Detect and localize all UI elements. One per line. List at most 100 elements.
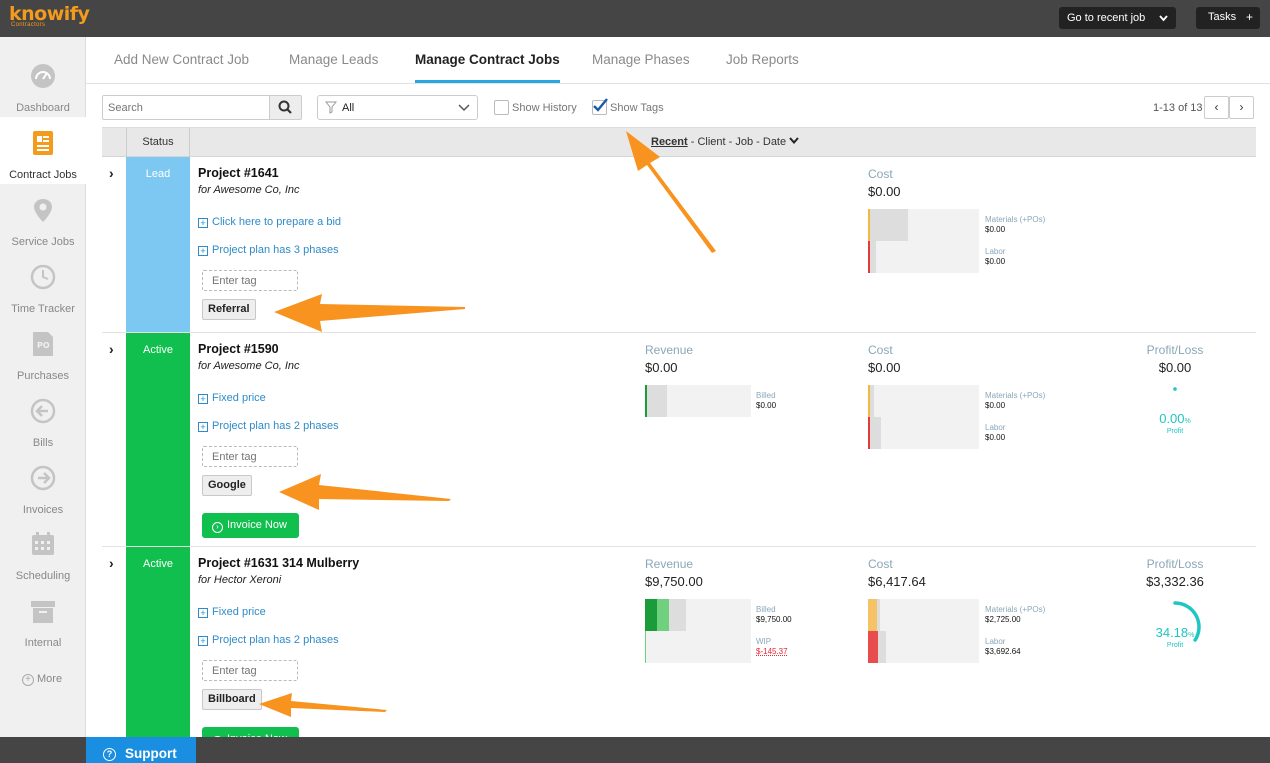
show-history-checkbox[interactable] <box>494 100 509 115</box>
prepare-bid-link[interactable]: + Click here to prepare a bid <box>198 216 341 228</box>
footer-bar: ? Support <box>0 737 1270 763</box>
show-tags-label: Show Tags <box>610 102 664 114</box>
cost-value: $0.00 <box>868 360 901 375</box>
sidebar-item-internal[interactable]: Internal <box>0 585 86 652</box>
sidebar-item-time-tracker[interactable]: Time Tracker <box>0 251 86 318</box>
arrow-left-circle-icon <box>30 398 56 424</box>
contract-bar <box>647 385 667 417</box>
project-client: for Awesome Co, Inc <box>198 184 300 196</box>
project-title[interactable]: Project #1590 <box>198 342 279 356</box>
tab-manage-contract-jobs[interactable]: Manage Contract Jobs <box>415 52 560 83</box>
archive-box-icon <box>30 598 56 624</box>
tag-chip[interactable]: Referral <box>202 299 256 320</box>
expand-row-chevron-icon[interactable]: › <box>109 555 114 571</box>
paid-bar <box>657 599 669 631</box>
show-tags-checkbox[interactable] <box>592 98 608 115</box>
materials-bar <box>868 385 870 417</box>
labor-label: Labor <box>985 247 1006 256</box>
sidebar-item-label: Scheduling <box>15 570 71 582</box>
cost-label: Cost <box>868 557 893 571</box>
plus-square-icon: + <box>198 218 208 228</box>
cost-label: Cost <box>868 343 893 357</box>
labor-label: Labor <box>985 637 1006 646</box>
labor-estimate-bar <box>870 241 876 273</box>
recent-job-label: Go to recent job <box>1067 12 1146 24</box>
materials-value: $0.00 <box>985 225 1006 234</box>
sort-selector[interactable]: Recent - Client - Job - Date <box>651 136 799 148</box>
checkmark-icon <box>593 98 608 112</box>
project-title[interactable]: Project #1641 <box>198 166 279 180</box>
tab-job-reports[interactable]: Job Reports <box>726 52 799 67</box>
cost-breakdown-bar <box>868 385 979 449</box>
sidebar-item-label: Invoices <box>22 504 64 516</box>
project-plan-link[interactable]: + Project plan has 2 phases <box>198 420 339 432</box>
revenue-label: Revenue <box>645 557 694 571</box>
sidebar-item-label: Time Tracker <box>11 303 75 315</box>
search-button[interactable] <box>269 95 302 120</box>
cost-value: $6,417.64 <box>868 574 926 589</box>
profit-loss-value: $0.00 <box>1158 360 1192 375</box>
sidebar-item-label: Dashboard <box>16 102 70 114</box>
sidebar-item-purchases[interactable]: PO Purchases <box>0 318 86 385</box>
project-title[interactable]: Project #1631 314 Mulberry <box>198 556 360 570</box>
tag-input[interactable] <box>202 446 298 467</box>
invoice-now-button[interactable]: ›Invoice Now <box>202 727 299 737</box>
sidebar-more-button[interactable]: + More <box>22 673 62 686</box>
prev-page-button[interactable]: ‹ <box>1204 96 1229 119</box>
expand-row-chevron-icon[interactable]: › <box>109 165 114 181</box>
materials-value: $0.00 <box>985 401 1006 410</box>
sidebar-item-dashboard[interactable]: Dashboard <box>0 50 86 117</box>
support-button[interactable]: ? Support <box>86 737 196 763</box>
tab-manage-leads[interactable]: Manage Leads <box>289 52 379 67</box>
status-filter-select[interactable]: All <box>317 95 478 120</box>
logo-subtitle: Contractors <box>11 22 46 28</box>
materials-estimate-bar <box>877 599 880 631</box>
tab-manage-phases[interactable]: Manage Phases <box>592 52 690 67</box>
sidebar-item-service-jobs[interactable]: Service Jobs <box>0 184 86 251</box>
tag-chip[interactable]: Google <box>202 475 252 496</box>
labor-value: $0.00 <box>985 257 1006 266</box>
tasks-button[interactable]: Tasks + <box>1196 7 1260 29</box>
tag-input[interactable] <box>202 660 298 681</box>
sidebar-item-contract-jobs[interactable]: Contract Jobs <box>0 117 95 184</box>
sidebar-item-scheduling[interactable]: Scheduling <box>0 518 86 585</box>
revenue-value: $9,750.00 <box>645 574 703 589</box>
sidebar-item-bills[interactable]: Bills <box>0 385 86 452</box>
revenue-bar <box>645 385 751 417</box>
plus-square-icon: + <box>198 394 208 404</box>
tab-add-new-contract-job[interactable]: Add New Contract Job <box>114 52 250 67</box>
revenue-bar <box>645 599 751 663</box>
status-badge: Active <box>126 547 190 737</box>
billed-bar <box>645 599 657 631</box>
wip-value[interactable]: $-145.37 <box>756 647 788 656</box>
filter-funnel-icon <box>324 101 338 117</box>
tag-input[interactable] <box>202 270 298 291</box>
knowify-logo[interactable]: knowify Contractors <box>9 4 90 32</box>
project-client: for Awesome Co, Inc <box>198 360 300 372</box>
fixed-price-link[interactable]: + Fixed price <box>198 392 266 404</box>
invoice-now-button[interactable]: ›Invoice Now <box>202 513 299 538</box>
contract-document-icon <box>30 130 56 156</box>
expand-row-chevron-icon[interactable]: › <box>109 341 114 357</box>
labor-label: Labor <box>985 423 1006 432</box>
billed-bar <box>645 385 647 417</box>
top-bar: knowify Contractors Go to recent job Tas… <box>0 0 1270 37</box>
project-plan-link[interactable]: + Project plan has 2 phases <box>198 634 339 646</box>
location-pin-icon <box>30 197 56 223</box>
project-plan-link[interactable]: + Project plan has 3 phases <box>198 244 339 256</box>
status-badge: Lead <box>126 157 190 332</box>
tasks-label: Tasks <box>1208 11 1237 23</box>
plus-icon: + <box>1245 10 1253 24</box>
arrow-right-circle-icon: › <box>212 522 223 533</box>
next-page-button[interactable]: › <box>1229 96 1254 119</box>
tag-chip[interactable]: Billboard <box>202 689 262 710</box>
search-input[interactable] <box>102 95 270 120</box>
fixed-price-link[interactable]: + Fixed price <box>198 606 266 618</box>
sidebar-item-invoices[interactable]: Invoices <box>0 452 86 519</box>
cost-breakdown-bar <box>868 209 979 273</box>
go-to-recent-job-dropdown[interactable]: Go to recent job <box>1059 7 1176 29</box>
materials-label: Materials (+POs) <box>985 391 1046 400</box>
profit-gauge-dot <box>1173 387 1177 391</box>
labor-value: $3,692.64 <box>985 647 1021 656</box>
sort-active-option[interactable]: Recent <box>651 136 688 148</box>
